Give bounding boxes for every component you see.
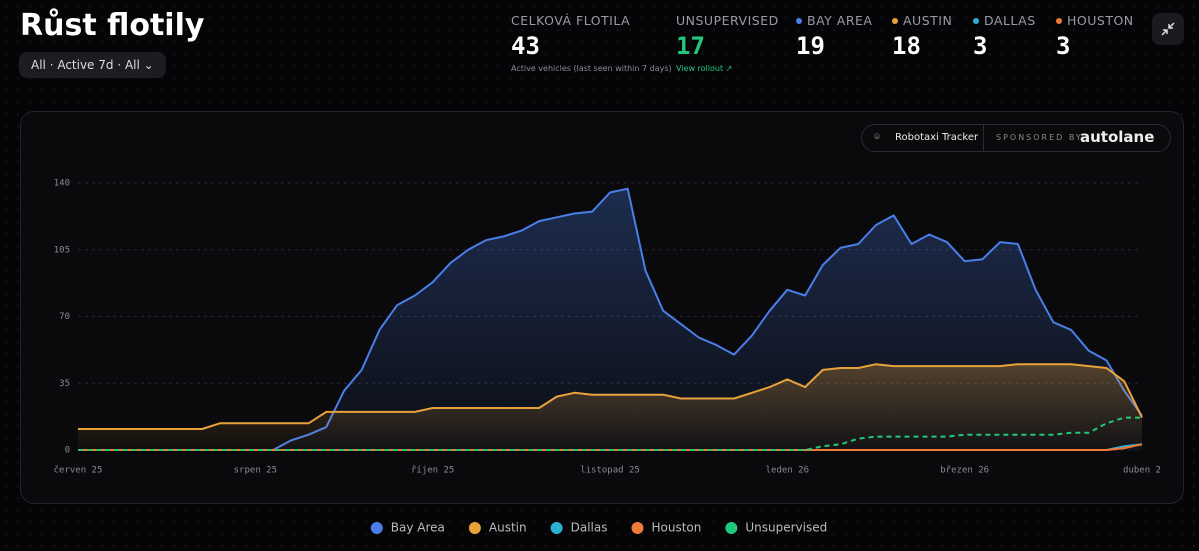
stat: AUSTIN 18 [892, 13, 952, 60]
collapse-icon [1161, 22, 1175, 36]
legend-swatch [725, 522, 738, 534]
stat-label: CELKOVÁ FLOTILA [511, 13, 631, 28]
stat: HOUSTON 3 [1056, 13, 1134, 60]
legend-swatch [631, 522, 644, 534]
filter-button[interactable]: All · Active 7d · All ⌄ [19, 52, 166, 78]
x-tick-label: duben 2 [1123, 466, 1161, 476]
y-tick-label: 70 [59, 312, 70, 322]
badge-tracker[interactable]: Robotaxi Tracker [895, 132, 979, 143]
x-tick-label: říjen 25 [411, 466, 454, 476]
collapse-button[interactable] [1152, 13, 1184, 45]
y-tick-label: 0 [65, 446, 70, 456]
y-tick-label: 35 [59, 379, 70, 389]
stat: BAY AREA 19 [796, 13, 872, 60]
stat-label: HOUSTON [1067, 13, 1134, 28]
stat-label: BAY AREA [807, 13, 873, 28]
series-line [78, 363, 1143, 430]
rollout-link[interactable]: View rollout ↗ [676, 64, 733, 73]
badge[interactable]: ⌾ Robotaxi Tracker SPONSORED BY autolane [861, 124, 1171, 152]
legend-label: Houston [651, 521, 701, 535]
x-tick-label: listopad 25 [580, 466, 640, 476]
x-tick-label: srpen 25 [234, 466, 277, 476]
x-tick-label: leden 26 [766, 466, 809, 476]
legend-swatch [370, 522, 383, 534]
legend-label: Unsupervised [745, 521, 827, 535]
series-area [78, 364, 1142, 450]
x-tick-label: březen 26 [940, 466, 989, 476]
series-line [78, 416, 1142, 451]
stat-value: 17 [676, 32, 705, 60]
stat-value: 18 [892, 32, 921, 60]
stat-note: Active vehicles (last seen within 7 days… [511, 64, 672, 73]
y-tick-label: 140 [54, 179, 70, 189]
legend-swatch [468, 522, 481, 534]
legend-swatch [550, 522, 563, 534]
stat-value: 43 [511, 32, 540, 60]
badge-brand: autolane [1080, 128, 1155, 146]
stat-label: UNSUPERVISED [676, 13, 779, 28]
stat-label: AUSTIN [903, 13, 953, 28]
badge-sponsored: SPONSORED BY [996, 133, 1083, 142]
page-title: Růst flotily [20, 8, 205, 43]
stat: CELKOVÁ FLOTILA 43 Active vehicles (last… [511, 13, 672, 73]
x-tick-label: červen 25 [54, 465, 103, 476]
filter-label[interactable]: All · Active 7d · All [31, 58, 140, 72]
legend-label: Dallas [571, 521, 608, 535]
y-tick-label: 105 [54, 245, 70, 255]
stat-label: DALLAS [984, 13, 1036, 28]
stat-value: 3 [973, 32, 988, 60]
stat: UNSUPERVISED 17 View rollout ↗ [676, 13, 779, 73]
stat-value: 3 [1056, 32, 1071, 60]
stat-value: 19 [796, 32, 825, 60]
legend-label: Bay Area [391, 521, 445, 535]
legend-label: Austin [489, 521, 527, 535]
stat: DALLAS 3 [973, 13, 1036, 60]
